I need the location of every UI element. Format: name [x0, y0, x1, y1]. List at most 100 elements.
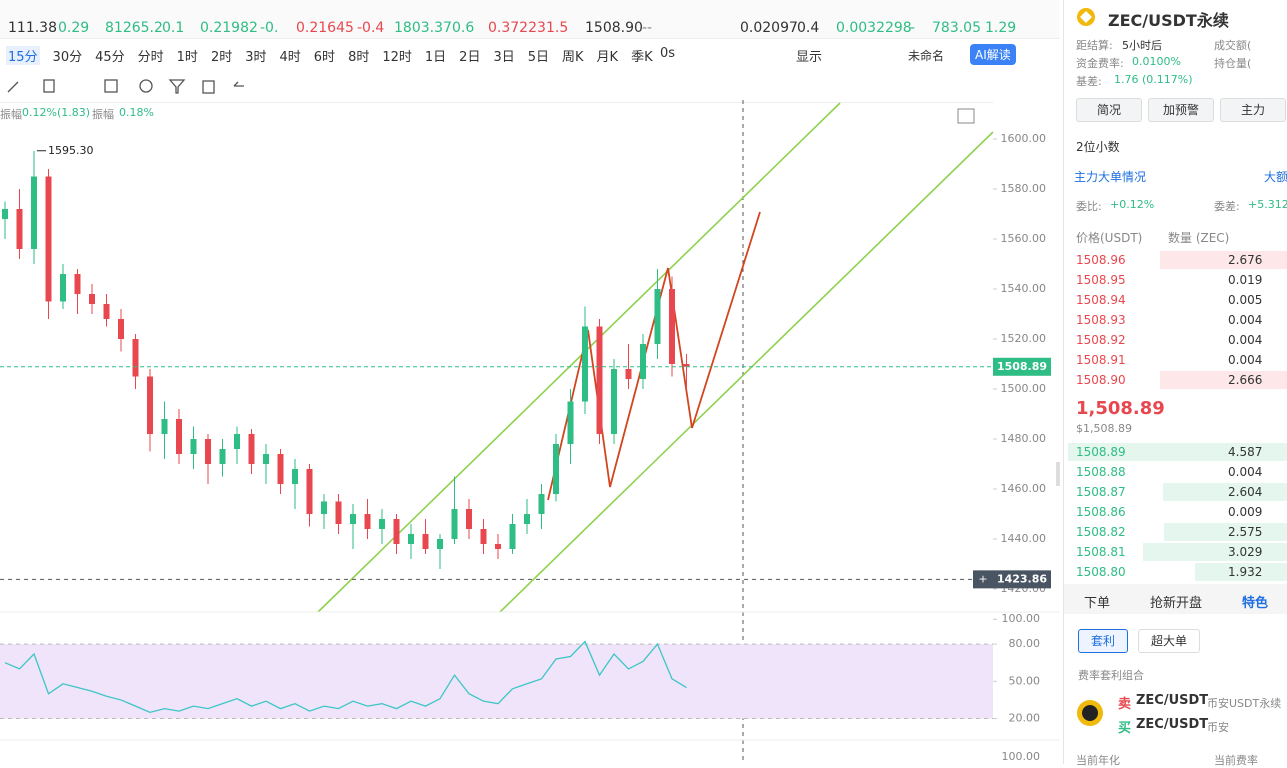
- sub-tab[interactable]: 超大单: [1138, 629, 1200, 653]
- book-qty: 0.004: [1228, 465, 1263, 479]
- column-header: 价格(USDT): [1076, 231, 1143, 245]
- last-price-tag: [993, 357, 1051, 376]
- y-tick-label: 1600.00: [1001, 132, 1047, 145]
- footer-label: 当前年化: [1076, 754, 1120, 767]
- decimal-select[interactable]: 2位小数: [1076, 140, 1120, 154]
- interval[interactable]: 月K: [596, 50, 619, 65]
- side: 卖: [1118, 697, 1132, 712]
- ticker-strip: 111.38 0.29 81265.2 0.1 0.21982 -0. 0.21…: [0, 0, 1060, 39]
- candle-body: [176, 419, 182, 454]
- crosshair-plus: +: [978, 572, 987, 585]
- link[interactable]: 大额: [1264, 170, 1287, 184]
- candle-body: [582, 326, 588, 402]
- tool-icon[interactable]: [104, 79, 118, 93]
- tab-button[interactable]: 加预警: [1148, 98, 1214, 122]
- tab[interactable]: 抢新开盘: [1150, 596, 1203, 611]
- tool-icon[interactable]: [43, 79, 55, 93]
- channel-line: [499, 131, 994, 613]
- candle-body: [625, 369, 632, 379]
- interval[interactable]: 5日: [527, 50, 550, 65]
- interval[interactable]: 2日: [459, 50, 481, 65]
- interval[interactable]: 45分: [95, 50, 125, 65]
- ticker-price[interactable]: 0.21645: [296, 20, 354, 36]
- candle-body: [495, 544, 501, 549]
- book-price: 1508.82: [1076, 525, 1126, 539]
- rsi-band: [0, 644, 993, 719]
- y-tick-label: 1540.00: [1001, 282, 1047, 295]
- value: 5小时后: [1122, 39, 1162, 52]
- tool-icon[interactable]: [139, 79, 153, 93]
- ticker-price[interactable]: 0.21982: [200, 20, 258, 36]
- candle-body: [60, 274, 66, 302]
- y-tick-label: 50.00: [1009, 674, 1041, 687]
- tool-icon[interactable]: [168, 79, 186, 94]
- candle-body: [118, 319, 124, 339]
- side-panel: ZEC/USDT永续 距结算: 5小时后 成交额( 资金费率: 0.0100% …: [1063, 0, 1287, 767]
- candle-body: [248, 434, 255, 464]
- book-price: 1508.80: [1076, 565, 1126, 579]
- candle-body: [654, 289, 661, 344]
- label: 委差:: [1214, 200, 1240, 213]
- interval[interactable]: 6时: [313, 50, 336, 65]
- tab[interactable]: 下单: [1084, 596, 1111, 611]
- ticker-price[interactable]: 111.38: [8, 20, 57, 36]
- sub-tab[interactable]: 套利: [1078, 629, 1128, 653]
- tool-icon[interactable]: [7, 81, 19, 93]
- ticker-price[interactable]: 1803.37: [394, 20, 452, 36]
- ai-button[interactable]: AI解读: [970, 44, 1016, 65]
- footer-label: 当前费率: [1214, 754, 1258, 767]
- interval[interactable]: 1时: [176, 50, 198, 65]
- interval[interactable]: 8时: [348, 50, 370, 65]
- candle-body: [219, 449, 226, 464]
- annotation-label: 1595.30: [48, 144, 94, 157]
- last-price-label: 1508.89: [997, 360, 1047, 373]
- interval[interactable]: 分时: [137, 50, 164, 65]
- candle-body: [379, 519, 385, 529]
- display-button[interactable]: 显示: [796, 50, 823, 65]
- tool-icon[interactable]: [233, 81, 244, 87]
- interval[interactable]: 季K: [631, 50, 653, 65]
- depth-bar: [1067, 443, 1287, 461]
- interval[interactable]: 1日: [424, 50, 447, 65]
- interval[interactable]: 15分: [6, 46, 40, 65]
- ticker-price[interactable]: 0.02097: [740, 20, 798, 36]
- layout-select[interactable]: 未命名: [908, 49, 945, 63]
- ticker-price[interactable]: 0.37223: [488, 20, 546, 36]
- y-tick-label: 1460.00: [1001, 482, 1047, 495]
- y-tick-label: 1560.00: [1001, 232, 1047, 245]
- interval[interactable]: 4时: [279, 50, 301, 65]
- ticker-price[interactable]: 0.0032298: [836, 20, 912, 36]
- expand-icon[interactable]: [957, 108, 975, 124]
- interval[interactable]: 3日: [493, 50, 515, 65]
- interval[interactable]: 2时: [210, 50, 233, 65]
- tab-button[interactable]: 主力: [1220, 98, 1286, 122]
- value: +0.12%: [1110, 198, 1155, 211]
- candle-body: [480, 529, 487, 544]
- interval[interactable]: 3时: [245, 50, 267, 65]
- depth-bar: [1142, 543, 1287, 561]
- y-tick-label: 1440.00: [1001, 532, 1047, 545]
- label: 基差:: [1076, 75, 1102, 88]
- ticker-price[interactable]: 81265.2: [105, 20, 163, 36]
- ticker-price[interactable]: 783.05: [932, 20, 981, 36]
- tab-button[interactable]: 简况: [1076, 98, 1142, 122]
- depth-bar: [1195, 563, 1287, 581]
- crosshair-tag: [973, 570, 1051, 589]
- candle-body: [350, 514, 356, 524]
- y-tick-label: 1520.00: [1001, 332, 1047, 345]
- interval[interactable]: 12时: [382, 50, 412, 65]
- tool-icon[interactable]: [202, 80, 215, 94]
- amplitude-label: 振幅: [0, 108, 22, 121]
- interval[interactable]: 周K: [562, 50, 584, 65]
- interval[interactable]: 30分: [52, 50, 83, 65]
- panel-handle[interactable]: [1056, 462, 1060, 486]
- candle-body: [553, 444, 559, 494]
- tab[interactable]: 特色: [1242, 596, 1269, 611]
- ticker-price[interactable]: 1508.90: [585, 20, 643, 36]
- book-qty: 2.604: [1228, 485, 1263, 499]
- link[interactable]: 主力大单情况: [1074, 170, 1147, 184]
- book-qty: 3.029: [1228, 545, 1263, 559]
- book-row: 1508.90 2.666: [1064, 370, 1287, 390]
- book-qty: 0.019: [1228, 273, 1263, 287]
